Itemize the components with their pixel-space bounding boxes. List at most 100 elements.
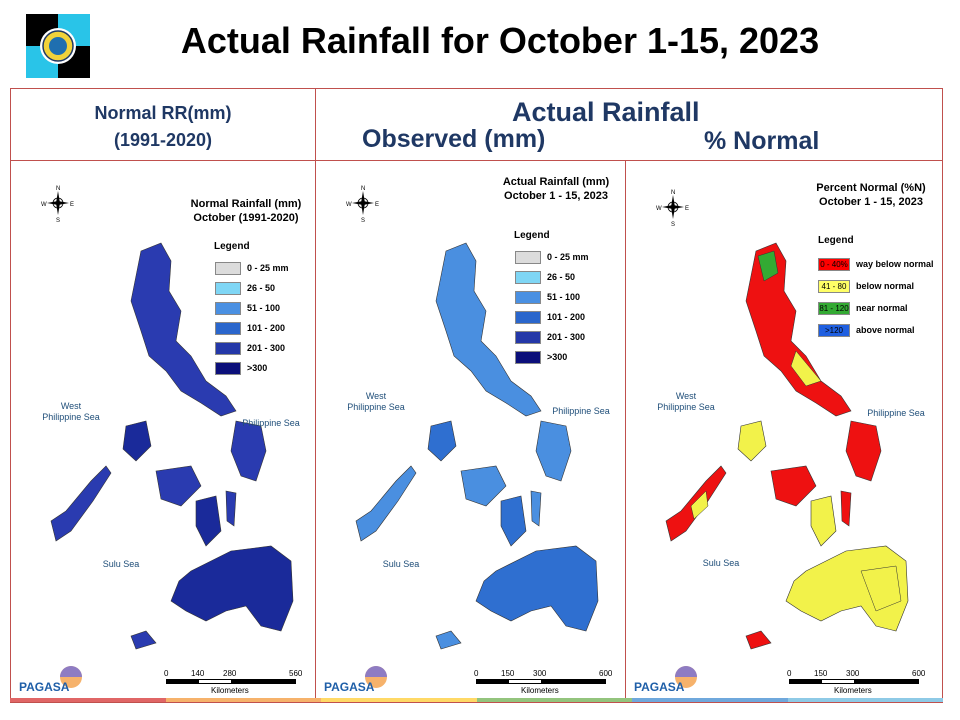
percent-normal-header: % Normal [704,127,820,155]
province-region [355,465,417,542]
page-title: Actual Rainfall for October 1-15, 2023 [180,20,820,61]
legend-swatch [215,361,241,375]
panel-title: Normal Rainfall (mm) October (1991-2020) [181,197,311,225]
legend-swatch: 0 - 40% [818,257,850,271]
legend-label: >300 [247,363,268,373]
province-region [130,630,157,650]
legend-label: 201 - 300 [547,332,586,342]
observed-header: Observed (mm) [362,125,546,153]
stripe-segment [321,698,477,702]
svg-text:N: N [361,186,365,192]
legend-label: 0 - 25 mm [247,263,289,273]
legend-swatch [515,330,541,344]
legend-swatch [515,250,541,264]
compass-e: E [70,202,74,208]
sea-label-sulu: Sulu Sea [102,559,140,569]
province-region [535,420,572,482]
legend-item: 0 - 25 mm [215,261,289,275]
pagasa-badge-icon: PAGASA [19,666,82,694]
province-region [690,490,709,520]
philippines-map [50,242,294,650]
stripe-segment [476,698,632,702]
legend-label: way below normal [856,259,934,269]
province-region [840,490,852,527]
map-landmass [355,242,599,650]
province-region [745,242,852,417]
province-region [757,250,779,282]
province-region [130,242,237,417]
svg-text:PAGASA: PAGASA [324,680,375,694]
legend-item: >120 above normal [818,323,915,337]
legend-item: 101 - 200 [515,310,585,324]
province-region [860,565,902,612]
panel-title: Percent Normal (%N) October 1 - 15, 2023 [816,182,926,208]
legend-label: 0 - 25 mm [547,252,589,262]
legend-swatch [215,321,241,335]
panel-title-line2: October 1 - 15, 2023 [504,190,608,202]
sea-label-west: West Philippine Sea [41,401,101,423]
legend-item: 26 - 50 [215,281,275,295]
legend-label: 51 - 100 [247,303,281,313]
legend-item: 0 - 40% way below normal [818,257,934,271]
legend-item: 41 - 80 below normal [818,279,914,293]
province-region [745,630,772,650]
svg-text:N: N [671,190,675,196]
province-region [225,490,237,527]
legend-swatch [215,341,241,355]
province-region [460,465,507,507]
stripe-segment [10,698,166,702]
province-region [435,630,462,650]
pagasa-label: PAGASA [19,680,70,694]
normal-header-line2: (1991-2020) [113,130,213,150]
province-region [530,490,542,527]
legend-item: 51 - 100 [215,301,280,315]
compass-rose-icon: N S W E [41,186,74,223]
actual-rainfall-header: Actual Rainfall [512,97,700,127]
province-region [195,495,222,547]
legend-swatch [215,281,241,295]
svg-text:S: S [361,218,365,223]
svg-text:S: S [671,222,675,227]
province-region [122,420,152,462]
pagasa-logo-icon [25,13,91,79]
compass-n: N [56,186,60,192]
stripe-segment [787,698,943,702]
province-region [50,465,112,542]
legend-swatch: >120 [818,323,850,337]
percent-normal-panel: Percent Normal (%N) October 1 - 15, 2023… [625,160,943,703]
normal-header-box: Normal RR(mm) (1991-2020) [10,88,316,161]
legend-label: 26 - 50 [547,272,576,282]
province-region [427,420,457,462]
stripe-segment [632,698,788,702]
scale-tick: 560 [289,669,303,678]
legend-swatch [515,270,541,284]
scale-tick: 140 [191,669,205,678]
legend-swatch: 41 - 80 [818,279,850,293]
scale-unit: Kilometers [211,686,249,695]
panel-title-line1: Actual Rainfall (mm) [502,176,610,188]
legend-item: 26 - 50 [515,270,575,284]
legend-item: 201 - 300 [515,330,585,344]
compass-rose-icon: N S W E [656,190,689,227]
province-region [737,420,767,462]
legend-title: Legend [514,230,550,241]
normal-rainfall-panel: Normal Rainfall (mm) October (1991-2020)… [10,160,316,703]
actual-header-box: Actual Rainfall Observed (mm) % Normal [315,88,943,161]
legend-swatch [515,290,541,304]
legend-swatch [215,301,241,315]
legend-item: >300 [215,361,267,375]
panel-title-line2: October (1991-2020) [193,212,299,224]
legend-label: below normal [856,281,915,291]
pagasa-badge-icon: PAGASA [324,666,387,694]
province-region [230,420,267,482]
legend-label: 201 - 300 [247,343,286,353]
svg-text:PAGASA: PAGASA [634,680,685,694]
normal-header-line1: Normal RR(mm) [94,103,232,123]
sea-label-east: Philippine Sea [867,408,925,418]
legend-label: 51 - 100 [547,292,581,302]
legend-item: >300 [515,350,567,364]
legend-title: Legend [214,241,250,252]
sea-label-sulu: Sulu Sea [382,559,420,569]
sea-west-line2: Philippine Sea [42,412,100,422]
scale-tick: 0 [164,669,169,678]
